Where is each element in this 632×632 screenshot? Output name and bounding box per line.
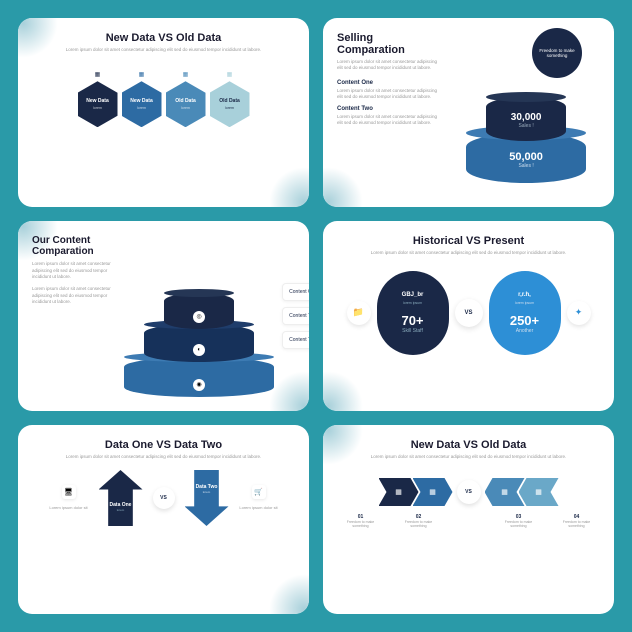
folder-icon: 📁: [347, 301, 371, 325]
tier-label: Content Two: [282, 307, 309, 325]
slide-new-vs-old-chevron: New Data VS Old Data Lorem ipsum dolor s…: [323, 425, 614, 614]
doc-icon: ▦: [139, 71, 145, 78]
tier-3: ◉: [124, 357, 274, 397]
slide-subtitle: Lorem ipsum dolor sit amet consectetur a…: [32, 47, 295, 53]
hex-item: Old Datalorem: [166, 81, 206, 127]
hex-item: New Datalorem: [122, 81, 162, 127]
pill-right: r,r.h, lorem ipsum 250+ Another: [489, 271, 561, 355]
chevron: ▦: [519, 478, 559, 506]
hex-item: Old Datalorem: [210, 81, 250, 127]
monitor-icon: 🖥: [62, 485, 76, 499]
vs-badge: VS: [457, 480, 481, 504]
tier-label: Content Three: [282, 331, 309, 349]
pill-left: GBJ_br lorem ipsum 70+ Skill Staff: [377, 271, 449, 355]
slide-title: Our Content Comparation: [32, 235, 116, 257]
arrow-up: Data One lorem: [99, 470, 143, 526]
cart-icon: 🛒: [252, 485, 266, 499]
chevron: ▦: [379, 478, 419, 506]
tier-label: Content One: [282, 283, 309, 301]
doc-icon: ▦: [95, 71, 101, 78]
star-icon: ✦: [567, 301, 591, 325]
arrow-down: Data Two lorem: [185, 470, 229, 526]
content-label: Content One: [337, 80, 442, 86]
slide-title: Historical VS Present: [337, 235, 600, 247]
hex-row: ▦ New Datalorem ▦ New Datalorem ▦ Old Da…: [32, 71, 295, 127]
tier-2: ◐: [144, 324, 254, 362]
slide-new-vs-old-hex: New Data VS Old Data Lorem ipsum dolor s…: [18, 18, 309, 207]
cylinder-top: 30,000 Sales !: [486, 97, 566, 141]
slide-historical-vs-present: Historical VS Present Lorem ipsum dolor …: [323, 221, 614, 410]
vs-badge: VS: [455, 299, 483, 327]
badge-circle: Freedom to make something: [532, 28, 582, 78]
corner-decoration: [269, 167, 309, 207]
hex-item: New Datalorem: [78, 81, 118, 127]
slide-content-comparation: Our Content Comparation Lorem ipsum dolo…: [18, 221, 309, 410]
slide-title: Data One VS Data Two: [32, 439, 295, 451]
slide-title: New Data VS Old Data: [32, 32, 295, 44]
tier-icon: ◐: [193, 344, 205, 356]
slide-data-one-vs-two: Data One VS Data Two Lorem ipsum dolor s…: [18, 425, 309, 614]
slide-title: New Data VS Old Data: [337, 439, 600, 451]
corner-decoration: [269, 574, 309, 614]
tier-1: ◎: [164, 293, 234, 329]
vs-badge: VS: [153, 487, 175, 509]
slide-selling-comparation: Selling Comparation Lorem ipsum dolor si…: [323, 18, 614, 207]
tier-icon: ◎: [193, 311, 205, 323]
doc-icon: ▦: [227, 71, 233, 78]
chevron: ▦: [413, 478, 453, 506]
slide-title: Selling Comparation: [337, 32, 442, 56]
tier-icon: ◉: [193, 379, 205, 391]
doc-icon: ▦: [183, 71, 189, 78]
corner-decoration: [323, 371, 363, 411]
content-label: Content Two: [337, 106, 442, 112]
